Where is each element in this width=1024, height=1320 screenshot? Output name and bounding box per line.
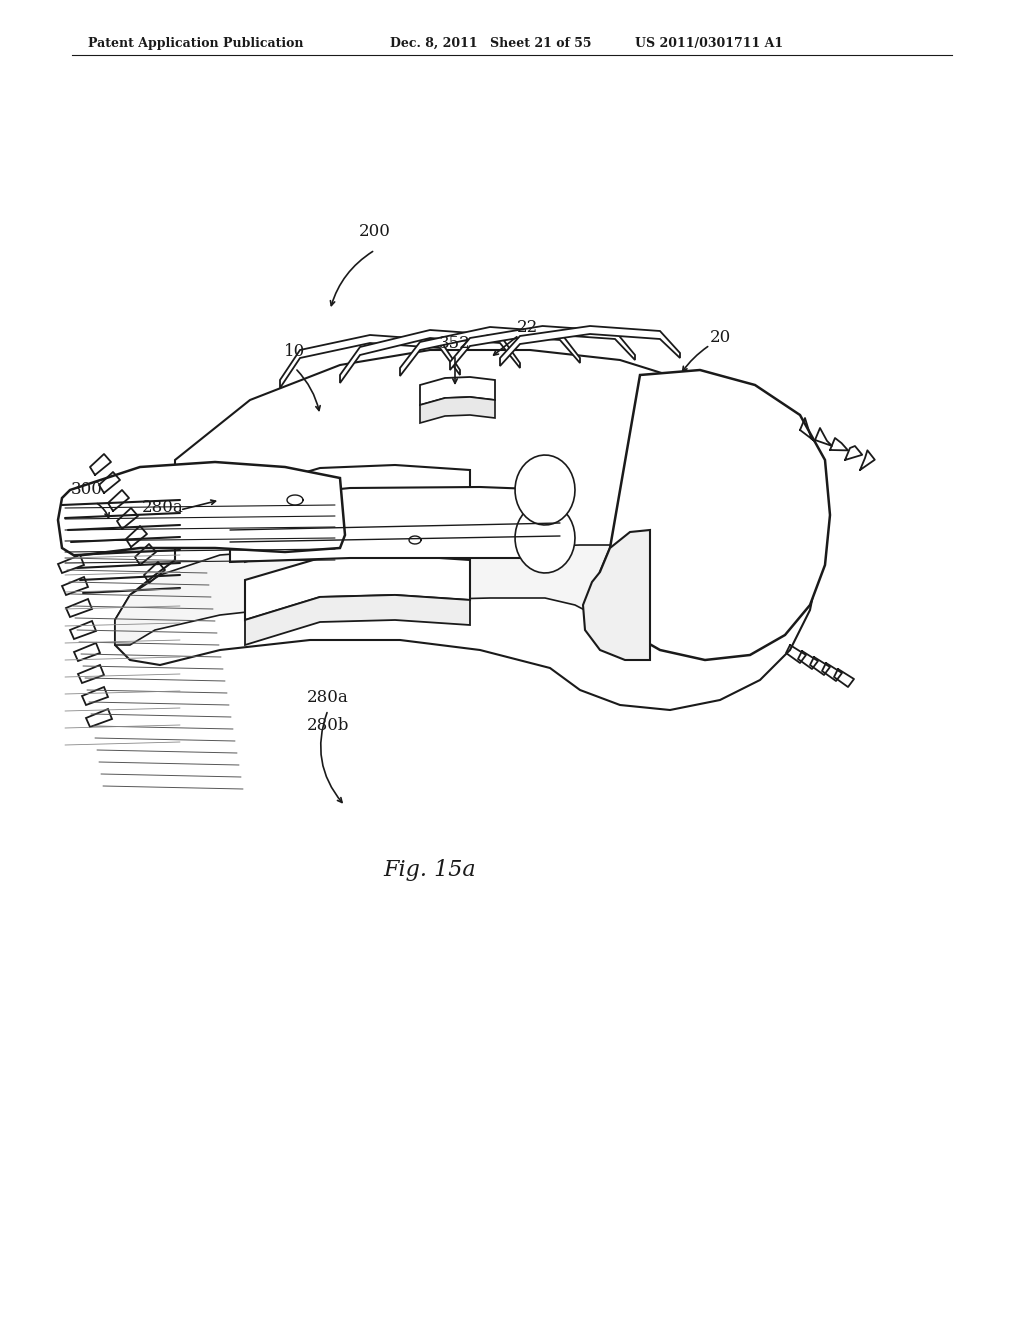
Polygon shape <box>400 327 580 376</box>
Text: 200: 200 <box>359 223 391 240</box>
Polygon shape <box>115 350 820 710</box>
Polygon shape <box>450 326 635 370</box>
Polygon shape <box>245 465 470 535</box>
FancyArrowPatch shape <box>97 503 110 517</box>
FancyArrowPatch shape <box>182 500 215 510</box>
Polygon shape <box>600 370 830 660</box>
Polygon shape <box>515 503 575 573</box>
Polygon shape <box>515 455 575 525</box>
Polygon shape <box>420 378 495 405</box>
Polygon shape <box>58 462 345 556</box>
Text: 300: 300 <box>71 482 103 499</box>
Polygon shape <box>74 643 100 661</box>
Polygon shape <box>70 620 96 639</box>
Text: 280a: 280a <box>142 499 184 516</box>
Polygon shape <box>62 577 88 595</box>
Polygon shape <box>583 531 650 660</box>
Polygon shape <box>280 335 460 388</box>
FancyArrowPatch shape <box>331 252 373 305</box>
FancyArrowPatch shape <box>297 370 321 411</box>
Polygon shape <box>340 330 520 383</box>
Polygon shape <box>245 510 470 562</box>
Text: 352: 352 <box>439 334 471 351</box>
Polygon shape <box>420 397 495 422</box>
FancyArrowPatch shape <box>453 358 458 383</box>
Text: Dec. 8, 2011: Dec. 8, 2011 <box>390 37 477 50</box>
Text: 20: 20 <box>710 330 731 346</box>
Polygon shape <box>58 554 84 573</box>
Polygon shape <box>230 487 560 562</box>
Polygon shape <box>66 599 92 616</box>
FancyArrowPatch shape <box>683 347 708 371</box>
Text: Sheet 21 of 55: Sheet 21 of 55 <box>490 37 592 50</box>
Polygon shape <box>500 326 680 366</box>
Polygon shape <box>78 665 104 682</box>
Polygon shape <box>115 545 658 645</box>
Text: US 2011/0301711 A1: US 2011/0301711 A1 <box>635 37 783 50</box>
FancyArrowPatch shape <box>321 713 342 803</box>
Polygon shape <box>245 595 470 645</box>
Text: 280b: 280b <box>307 717 349 734</box>
FancyArrowPatch shape <box>494 337 517 355</box>
Text: 22: 22 <box>516 319 538 337</box>
Polygon shape <box>86 709 112 727</box>
Text: 10: 10 <box>285 343 305 360</box>
Text: Patent Application Publication: Patent Application Publication <box>88 37 303 50</box>
Polygon shape <box>245 554 470 620</box>
Polygon shape <box>82 686 108 705</box>
Text: Fig. 15a: Fig. 15a <box>384 859 476 880</box>
Text: 280a: 280a <box>307 689 349 706</box>
